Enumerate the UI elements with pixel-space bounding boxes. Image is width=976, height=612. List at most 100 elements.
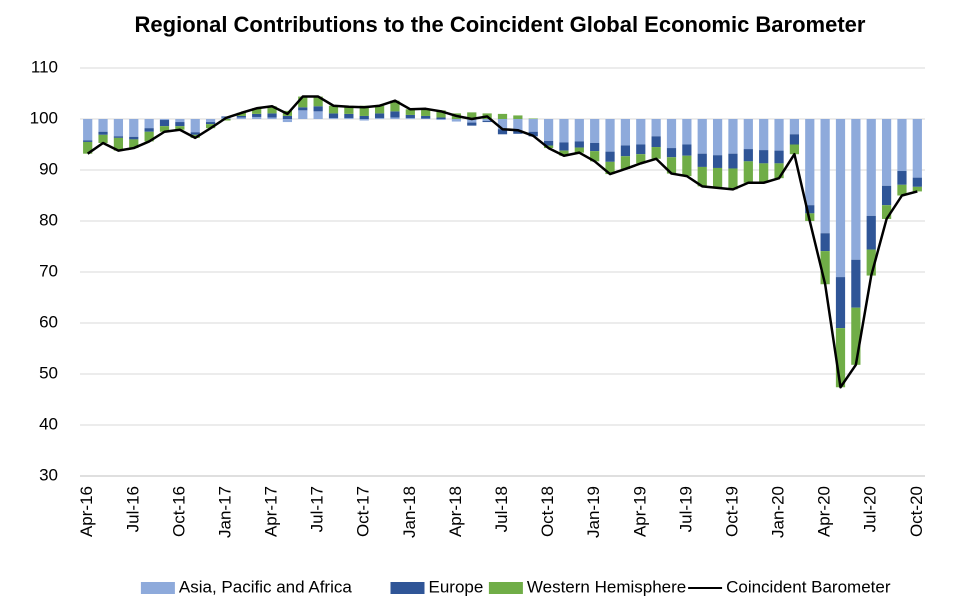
legend-item: Europe xyxy=(390,577,484,596)
bar xyxy=(298,107,308,111)
bar xyxy=(651,147,661,159)
legend-label: Europe xyxy=(429,577,484,596)
bar xyxy=(405,117,415,119)
legend-swatch xyxy=(488,582,523,594)
bar xyxy=(451,119,462,122)
bar xyxy=(513,119,523,131)
bar xyxy=(897,119,907,172)
bar xyxy=(421,108,431,116)
bar xyxy=(390,100,400,112)
bar xyxy=(436,119,446,121)
bar xyxy=(712,119,723,156)
bar xyxy=(113,137,124,151)
bar xyxy=(574,147,584,153)
bar xyxy=(851,307,861,365)
bar xyxy=(421,115,431,119)
bar xyxy=(820,251,830,285)
bar xyxy=(759,150,769,164)
bar xyxy=(205,119,216,123)
legend-item: Western Hemisphere xyxy=(488,577,686,596)
x-tick-label: Jan-17 xyxy=(215,486,234,538)
bar xyxy=(605,161,615,175)
legend-label: Western Hemisphere xyxy=(527,577,686,596)
legend-item: Asia, Pacific and Africa xyxy=(140,577,352,596)
bar xyxy=(636,154,646,164)
bar xyxy=(897,184,907,196)
x-tick-label: Jul-18 xyxy=(492,486,511,532)
bar xyxy=(666,119,677,149)
bar xyxy=(113,119,124,137)
bar xyxy=(83,119,93,141)
x-tick-label: Jul-19 xyxy=(676,486,695,532)
bar xyxy=(789,134,800,145)
bar xyxy=(298,96,308,108)
bar xyxy=(252,116,262,119)
bar xyxy=(205,124,216,129)
bar xyxy=(236,115,246,118)
bar xyxy=(851,119,861,260)
bar xyxy=(712,155,723,168)
y-tick-label: 30 xyxy=(39,465,58,484)
bar xyxy=(559,142,569,151)
bar xyxy=(759,163,769,183)
bar xyxy=(374,117,385,119)
bar xyxy=(528,118,538,119)
bar xyxy=(912,186,922,192)
bar xyxy=(789,119,800,135)
bar xyxy=(390,117,400,119)
bar xyxy=(605,151,615,162)
bar xyxy=(436,117,446,119)
bar xyxy=(482,121,492,123)
bar xyxy=(881,119,892,186)
x-tick-label: Oct-18 xyxy=(538,486,557,537)
bar xyxy=(559,150,569,156)
bar xyxy=(497,113,508,119)
bar xyxy=(98,119,108,132)
bar xyxy=(344,106,354,114)
bar xyxy=(743,149,753,162)
x-tick-label: Apr-18 xyxy=(446,486,465,537)
bar xyxy=(651,119,661,137)
y-tick-label: 90 xyxy=(39,159,58,178)
bar xyxy=(774,119,784,151)
bar xyxy=(835,119,846,278)
bar xyxy=(866,249,876,276)
bar xyxy=(175,122,185,127)
bar xyxy=(175,126,185,130)
bar xyxy=(405,109,415,115)
x-tick-label: Apr-17 xyxy=(262,486,281,537)
bar xyxy=(543,119,554,141)
bar xyxy=(144,128,154,132)
bar xyxy=(129,139,139,149)
legend-label: Asia, Pacific and Africa xyxy=(179,577,352,596)
y-tick-label: 100 xyxy=(30,108,58,127)
bar xyxy=(682,155,692,177)
bar xyxy=(881,185,892,206)
bar xyxy=(159,120,170,127)
bar xyxy=(728,119,738,154)
bar xyxy=(851,259,861,308)
bar xyxy=(467,119,477,123)
bar xyxy=(620,156,631,169)
bar xyxy=(98,134,108,143)
bar xyxy=(697,119,707,154)
bar xyxy=(897,171,907,185)
bar xyxy=(144,119,154,129)
bar xyxy=(543,140,554,146)
x-tick-label: Oct-20 xyxy=(907,486,926,537)
bar xyxy=(83,140,93,142)
bar xyxy=(467,112,477,119)
bar xyxy=(83,141,93,154)
x-tick-label: Jul-17 xyxy=(308,486,327,532)
bar xyxy=(835,277,846,329)
bar xyxy=(344,117,354,119)
x-tick-label: Apr-20 xyxy=(815,486,834,537)
y-tick-label: 50 xyxy=(39,363,58,382)
bar xyxy=(728,168,738,190)
bar xyxy=(590,142,600,152)
bar xyxy=(98,131,108,135)
x-tick-label: Jan-18 xyxy=(400,486,419,538)
bar xyxy=(267,113,277,118)
bar xyxy=(313,96,323,107)
bar xyxy=(113,136,124,138)
